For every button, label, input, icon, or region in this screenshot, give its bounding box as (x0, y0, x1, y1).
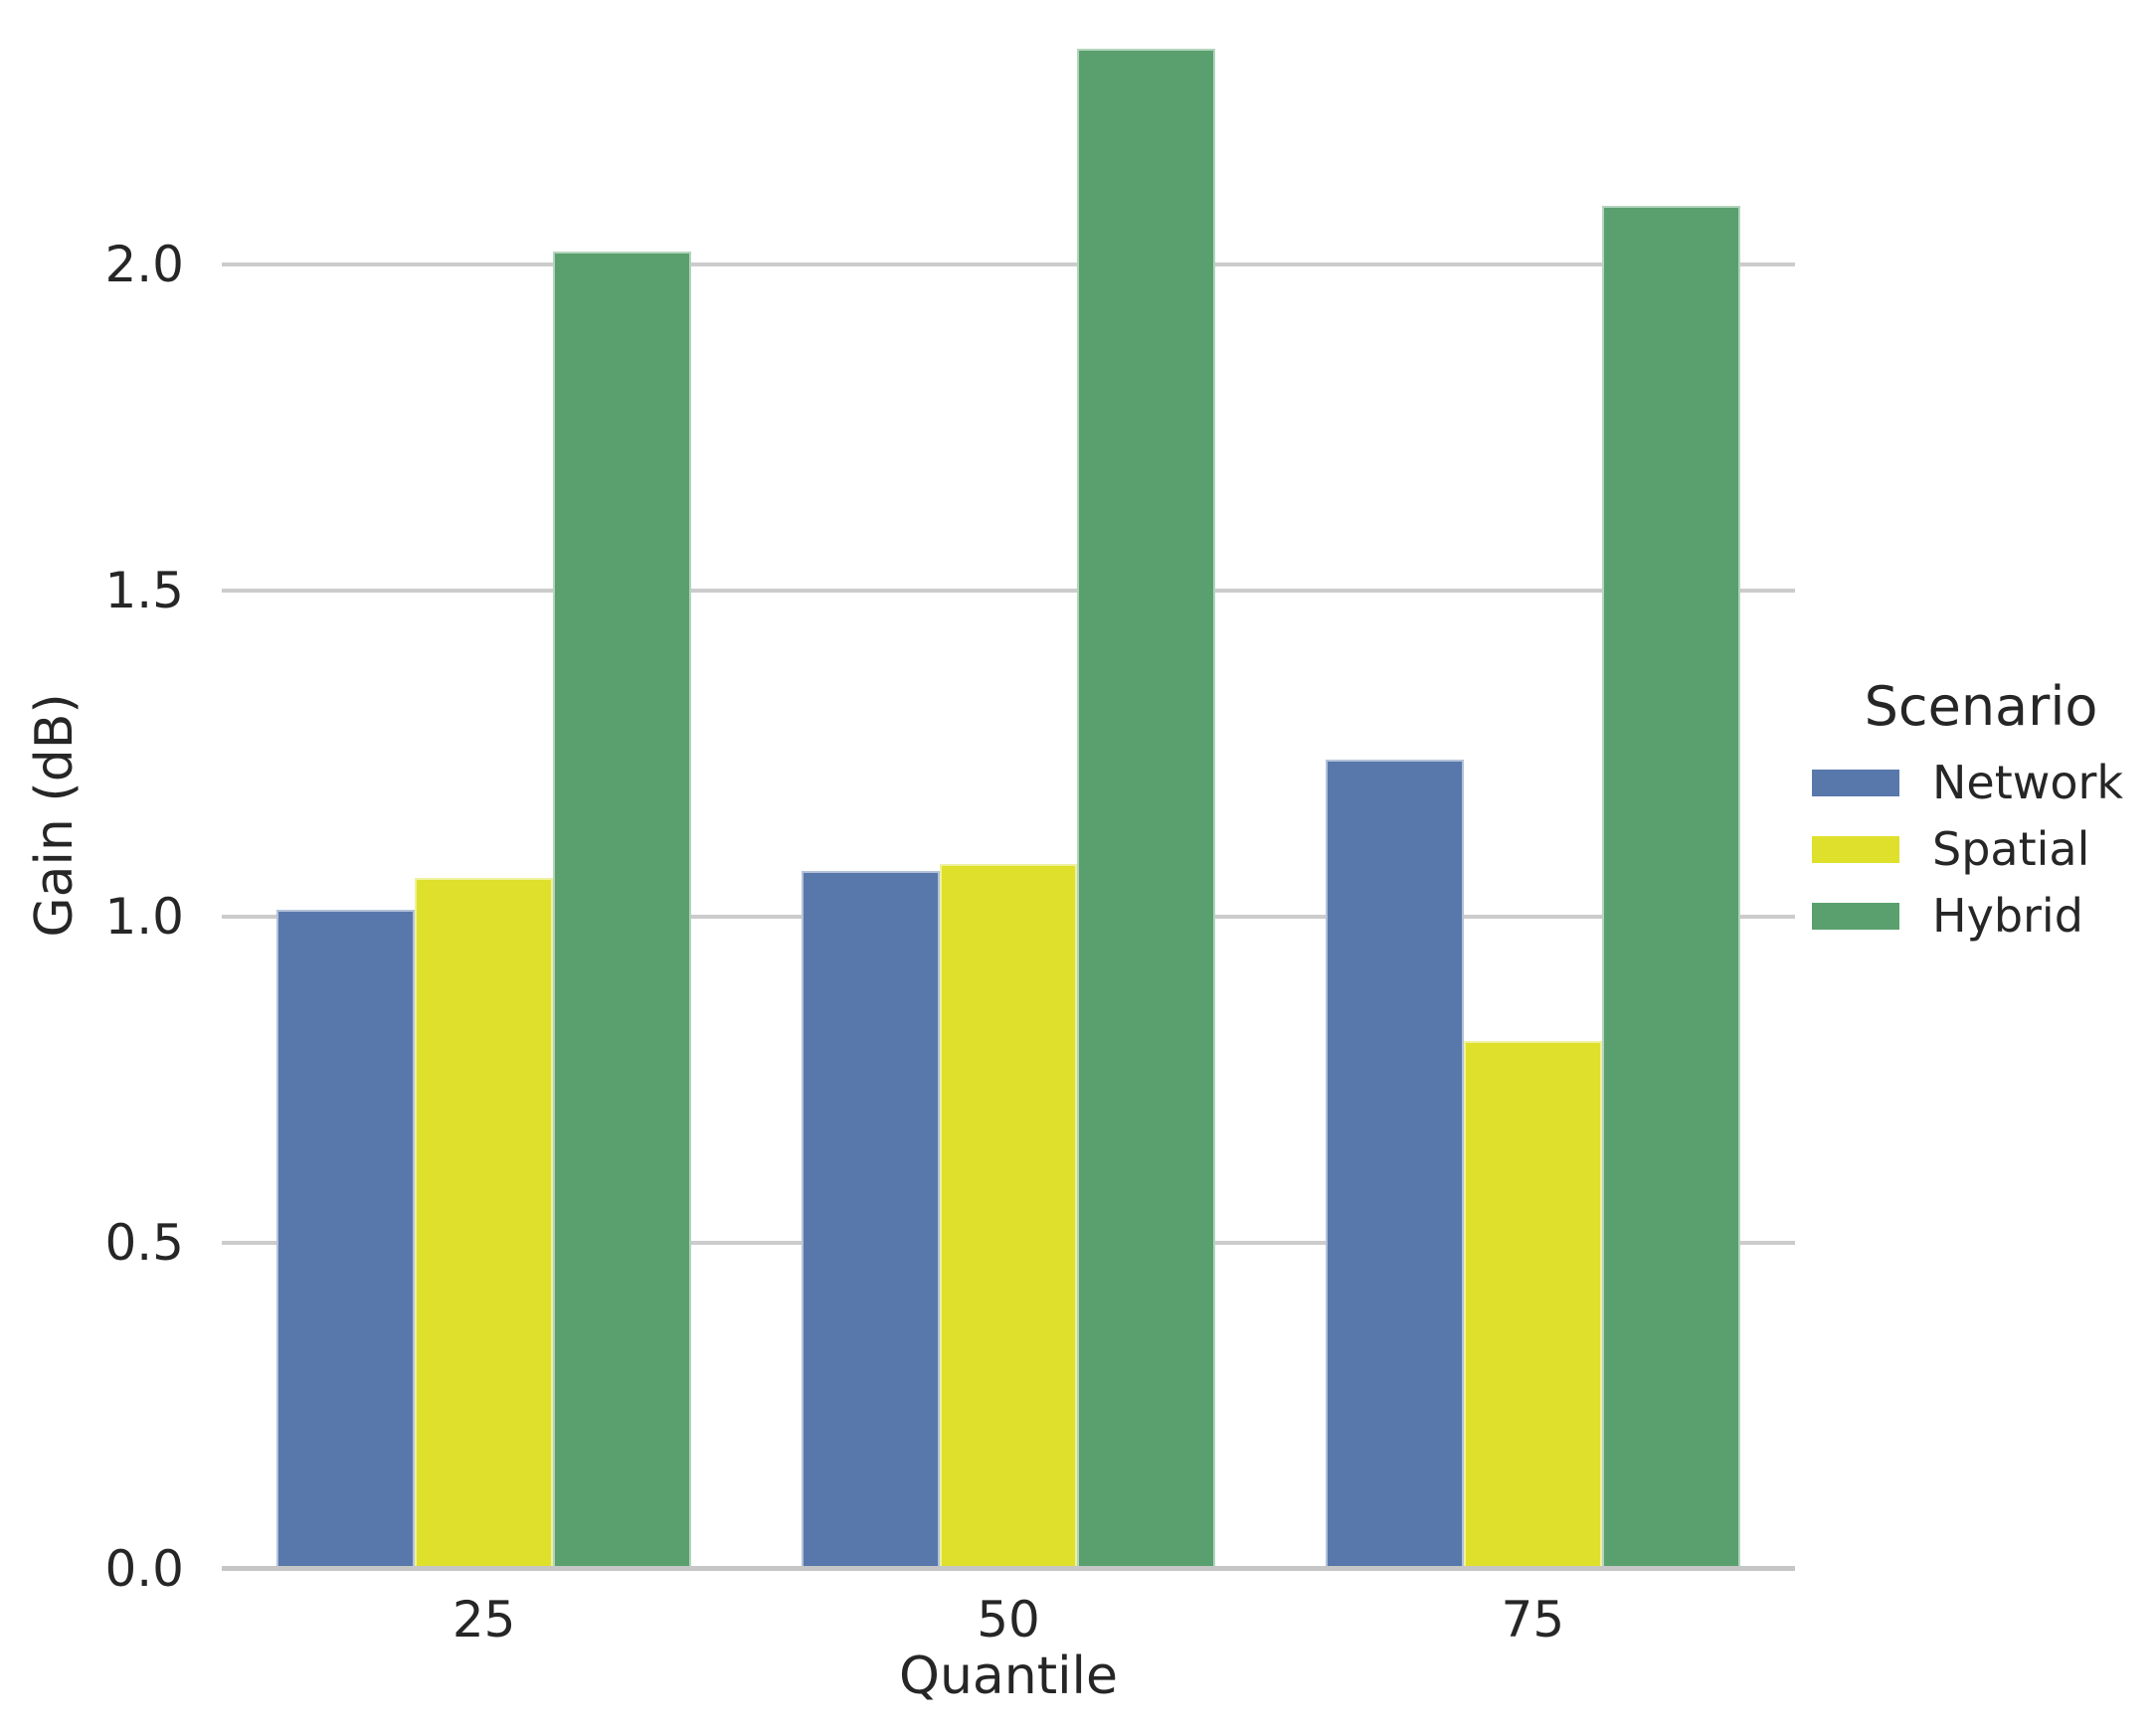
bar-spatial-75 (1463, 1040, 1602, 1569)
legend-item-hybrid: Hybrid (1812, 893, 2150, 939)
y-tick-label-1.5: 1.5 (104, 561, 184, 619)
gridline-y-1.5 (222, 588, 1795, 593)
y-tick-label-0.5: 0.5 (104, 1213, 184, 1272)
legend-label-spatial: Spatial (1932, 822, 2090, 876)
gridline-y-2.0 (222, 261, 1795, 266)
bar-spatial-25 (415, 877, 554, 1569)
bar-spatial-50 (939, 864, 1078, 1569)
bar-network-75 (1326, 760, 1464, 1569)
legend-swatch-hybrid (1812, 902, 1899, 930)
legend-swatch-spatial (1812, 835, 1899, 863)
x-tick-label-50: 50 (977, 1591, 1040, 1648)
x-axis-line (222, 1566, 1795, 1571)
bar-hybrid-25 (553, 251, 691, 1569)
bar-network-25 (276, 910, 416, 1569)
y-tick-label-0.0: 0.0 (104, 1540, 184, 1598)
legend: Scenario Network Spatial Hybrid (1812, 678, 2150, 959)
plot-area (222, 0, 1795, 1571)
x-axis-label: Quantile (899, 1647, 1118, 1706)
legend-items: Network Spatial Hybrid (1812, 760, 2150, 939)
legend-item-spatial: Spatial (1812, 826, 2150, 872)
legend-label-network: Network (1932, 756, 2124, 809)
legend-item-network: Network (1812, 760, 2150, 805)
bar-network-50 (801, 870, 940, 1569)
bar-hybrid-50 (1077, 49, 1216, 1569)
y-tick-label-2.0: 2.0 (104, 235, 184, 293)
y-tick-label-1.0: 1.0 (104, 887, 184, 946)
legend-swatch-network (1812, 769, 1899, 796)
legend-title: Scenario (1864, 675, 2098, 738)
legend-label-hybrid: Hybrid (1932, 889, 2083, 943)
y-tick-labels: 0.0 0.5 1.0 1.5 2.0 (0, 0, 184, 1594)
x-tick-label-25: 25 (451, 1591, 516, 1648)
x-tick-label-75: 75 (1501, 1591, 1565, 1648)
bar-hybrid-75 (1601, 205, 1740, 1569)
